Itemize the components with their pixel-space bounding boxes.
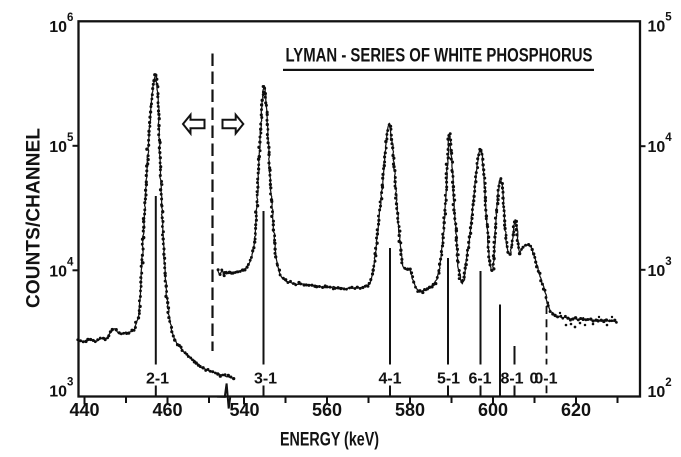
svg-text:6-1: 6-1 xyxy=(468,371,491,388)
svg-text:8-1: 8-1 xyxy=(500,371,523,388)
svg-text:10: 10 xyxy=(648,139,666,156)
svg-text:10: 10 xyxy=(49,19,67,36)
svg-text:4: 4 xyxy=(665,132,672,144)
svg-text:10: 10 xyxy=(648,19,666,36)
svg-text:5: 5 xyxy=(67,132,74,144)
svg-text:10: 10 xyxy=(49,264,67,281)
svg-text:5: 5 xyxy=(665,12,672,24)
svg-text:LYMAN - SERIES OF WHITE PHOSPH: LYMAN - SERIES OF WHITE PHOSPHORUS xyxy=(286,46,593,67)
svg-text:ENERGY (keV): ENERGY (keV) xyxy=(280,430,379,451)
svg-text:6: 6 xyxy=(67,12,73,24)
svg-text:00-1: 00-1 xyxy=(529,371,557,388)
svg-text:10: 10 xyxy=(648,384,666,401)
svg-text:10: 10 xyxy=(648,263,666,280)
svg-text:3-1: 3-1 xyxy=(254,371,277,388)
svg-text:10: 10 xyxy=(49,139,67,156)
svg-text:600: 600 xyxy=(478,400,508,420)
svg-text:560: 560 xyxy=(312,400,342,420)
svg-text:620: 620 xyxy=(561,400,591,420)
svg-text:460: 460 xyxy=(152,400,182,420)
svg-text:440: 440 xyxy=(69,400,99,420)
svg-text:4: 4 xyxy=(67,257,74,269)
svg-text:580: 580 xyxy=(395,400,425,420)
svg-text:COUNTS/CHANNEL: COUNTS/CHANNEL xyxy=(24,128,45,308)
svg-text:5-1: 5-1 xyxy=(437,371,460,388)
svg-text:3: 3 xyxy=(665,256,671,268)
svg-text:2-1: 2-1 xyxy=(146,371,169,388)
svg-text:540: 540 xyxy=(229,400,259,420)
svg-text:10: 10 xyxy=(49,384,67,401)
svg-text:2: 2 xyxy=(665,377,671,389)
svg-text:3: 3 xyxy=(67,377,73,389)
svg-text:4-1: 4-1 xyxy=(378,371,401,388)
